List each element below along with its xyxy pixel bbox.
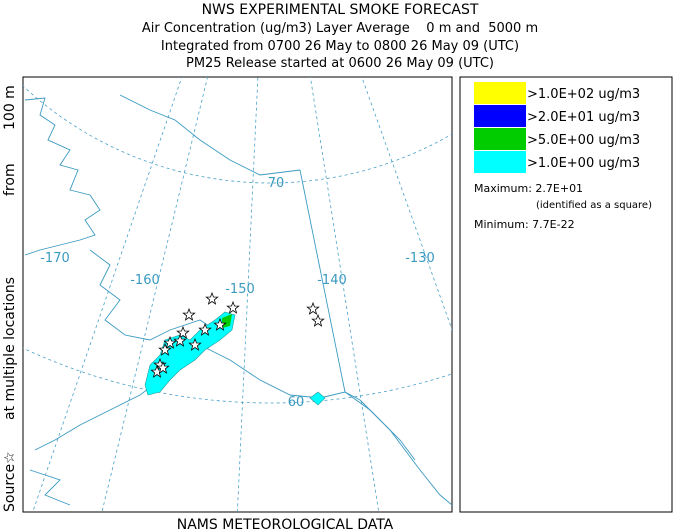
border xyxy=(299,169,416,461)
footer: NAMS METEOROLOGICAL DATA xyxy=(177,517,394,532)
source-star xyxy=(306,301,320,315)
legend-label: >1.0E+00 ug/m3 xyxy=(527,156,640,171)
legend-label: >2.0E+01 ug/m3 xyxy=(527,110,640,125)
meridian xyxy=(309,77,380,512)
maximum: Maximum: 2.7E+01 xyxy=(474,182,583,195)
parallel-label: 70 xyxy=(268,176,285,191)
meridian xyxy=(101,77,208,512)
meridian-label: -150 xyxy=(225,282,255,297)
meridian xyxy=(236,77,259,512)
source-star xyxy=(205,291,219,305)
source-star xyxy=(213,317,227,331)
legend-swatch xyxy=(474,105,526,127)
meridian-label: -160 xyxy=(130,273,160,288)
legend-label: >1.0E+02 ug/m3 xyxy=(527,87,640,102)
side-label: Source☆ xyxy=(2,451,18,512)
legend-swatch xyxy=(474,128,526,150)
smoke-plume xyxy=(144,311,236,396)
map xyxy=(23,77,452,512)
source-star xyxy=(156,360,170,374)
maximum-note: (identified as a square) xyxy=(536,200,652,211)
map-frame xyxy=(22,76,453,513)
smoke-plume xyxy=(309,391,326,406)
minimum: Minimum: 7.7E-22 xyxy=(474,218,575,231)
source-star xyxy=(188,337,202,351)
meridian-label: -140 xyxy=(317,273,347,288)
coastline xyxy=(199,344,452,506)
meridian-label: -130 xyxy=(405,251,435,266)
source-star xyxy=(158,342,172,356)
source-star xyxy=(198,322,212,336)
source-star xyxy=(311,313,325,327)
header-line: Air Concentration (ug/m3) Layer Average … xyxy=(142,21,538,36)
header-line: PM25 Release started at 0600 26 May 09 (… xyxy=(186,56,494,71)
source-star xyxy=(176,325,190,339)
source-star xyxy=(182,307,196,321)
source-star xyxy=(226,300,240,314)
meridian-label: -170 xyxy=(40,251,70,266)
coastline xyxy=(29,469,71,506)
side-label: from xyxy=(2,163,18,196)
source-star xyxy=(173,333,187,347)
legend-swatch xyxy=(474,82,526,104)
coastline xyxy=(24,97,101,256)
title: NWS EXPERIMENTAL SMOKE FORECAST xyxy=(202,2,479,18)
source-star xyxy=(163,335,177,349)
header-line: Integrated from 0700 26 May to 0800 26 M… xyxy=(161,39,519,54)
coastline xyxy=(119,94,301,176)
legend-label: >5.0E+00 ug/m3 xyxy=(527,133,640,148)
side-label: 100 m xyxy=(2,85,18,130)
legend-swatch xyxy=(474,151,526,173)
parallel-label: 60 xyxy=(288,395,305,410)
side-label: at multiple locations xyxy=(2,277,18,420)
